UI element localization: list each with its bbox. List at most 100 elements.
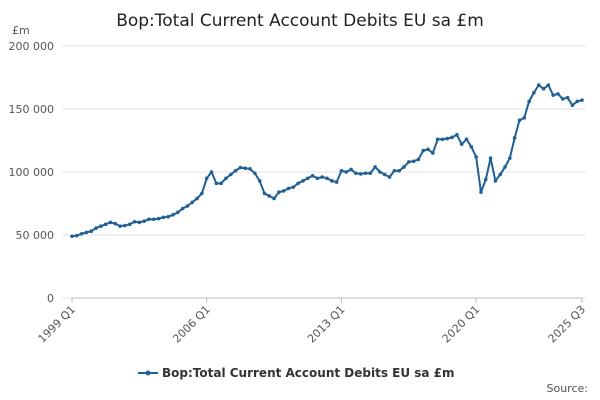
point bbox=[137, 220, 142, 225]
point bbox=[426, 147, 430, 152]
line bbox=[71, 83, 583, 238]
x-tick-label: 2006 Q1 bbox=[170, 303, 213, 346]
point bbox=[253, 171, 257, 176]
point bbox=[498, 172, 503, 177]
point bbox=[479, 190, 483, 194]
x-tick-label: 2025 Q3 bbox=[546, 303, 589, 346]
point bbox=[488, 156, 493, 160]
point bbox=[132, 219, 137, 224]
point bbox=[551, 93, 555, 97]
point bbox=[373, 165, 377, 169]
point bbox=[214, 181, 219, 186]
point bbox=[257, 179, 262, 183]
point bbox=[320, 175, 324, 179]
point bbox=[113, 221, 118, 226]
point bbox=[344, 170, 349, 174]
point bbox=[296, 181, 300, 186]
point bbox=[108, 220, 113, 225]
point bbox=[406, 160, 411, 164]
point bbox=[536, 83, 541, 87]
point bbox=[330, 179, 334, 183]
point bbox=[75, 233, 79, 238]
point bbox=[570, 103, 575, 108]
point bbox=[522, 116, 527, 120]
x-tick-label: 1999 Q1 bbox=[36, 303, 79, 346]
point bbox=[464, 137, 469, 142]
point bbox=[546, 83, 551, 87]
point bbox=[440, 137, 445, 142]
point bbox=[445, 136, 450, 141]
point bbox=[378, 170, 382, 174]
point bbox=[474, 155, 478, 159]
point bbox=[142, 219, 146, 223]
y-tick-label: 200 000 bbox=[9, 40, 55, 53]
point bbox=[103, 222, 108, 227]
y-tick-label: 100 000 bbox=[9, 166, 55, 179]
point bbox=[368, 171, 373, 176]
point bbox=[527, 99, 531, 104]
point bbox=[431, 151, 435, 155]
point bbox=[248, 167, 252, 171]
point bbox=[166, 214, 171, 219]
point bbox=[387, 175, 392, 179]
point bbox=[450, 135, 454, 140]
point bbox=[402, 165, 406, 169]
point bbox=[219, 181, 223, 186]
point bbox=[79, 231, 84, 236]
point bbox=[556, 92, 560, 96]
point bbox=[334, 180, 339, 184]
point bbox=[267, 194, 272, 198]
y-tick-label: 0 bbox=[47, 292, 54, 305]
point bbox=[180, 206, 185, 211]
point bbox=[99, 224, 103, 228]
point bbox=[209, 170, 214, 174]
source: Source: bbox=[547, 382, 589, 395]
point bbox=[190, 200, 195, 205]
point bbox=[397, 168, 401, 173]
point bbox=[416, 157, 421, 162]
point bbox=[363, 171, 368, 176]
point bbox=[508, 156, 512, 160]
chart-title: Bop:Total Current Account Debits EU sa £… bbox=[116, 11, 484, 31]
point bbox=[127, 222, 132, 227]
point bbox=[435, 137, 440, 142]
point bbox=[286, 186, 291, 191]
point bbox=[176, 210, 180, 215]
point bbox=[151, 217, 156, 222]
point bbox=[392, 168, 397, 173]
point bbox=[421, 148, 426, 153]
point bbox=[185, 204, 190, 208]
point bbox=[262, 191, 267, 196]
point bbox=[228, 172, 233, 177]
point bbox=[503, 165, 507, 169]
point bbox=[305, 176, 310, 181]
legend-marker bbox=[145, 370, 151, 376]
point bbox=[354, 171, 358, 176]
point bbox=[575, 99, 579, 104]
point bbox=[532, 90, 536, 95]
point bbox=[325, 176, 329, 181]
point bbox=[517, 118, 522, 123]
y-tick-label: 150 000 bbox=[9, 103, 55, 116]
point bbox=[459, 142, 464, 147]
point bbox=[243, 166, 248, 171]
point bbox=[565, 95, 570, 100]
legend-label: Bop:Total Current Account Debits EU sa £… bbox=[162, 366, 455, 380]
point bbox=[493, 179, 498, 183]
point bbox=[580, 98, 584, 102]
point bbox=[411, 159, 416, 164]
point bbox=[541, 87, 546, 91]
point bbox=[272, 196, 276, 201]
point bbox=[171, 213, 175, 217]
x-tick-label: 2020 Q1 bbox=[440, 303, 483, 346]
point bbox=[84, 230, 89, 235]
point bbox=[70, 234, 74, 239]
point bbox=[310, 173, 315, 178]
point bbox=[238, 165, 243, 170]
point bbox=[147, 217, 151, 222]
point bbox=[89, 229, 94, 234]
point bbox=[161, 215, 166, 220]
point bbox=[94, 226, 98, 230]
point bbox=[123, 223, 127, 228]
point bbox=[560, 97, 565, 101]
